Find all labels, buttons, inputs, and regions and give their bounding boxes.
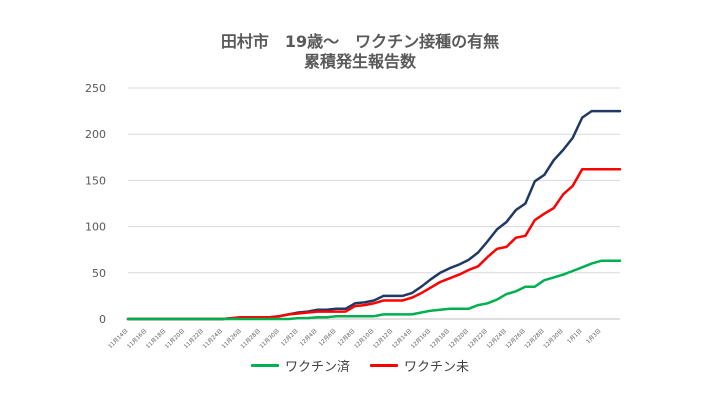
legend-item-unvaccinated: ワクチン未 bbox=[370, 356, 469, 375]
y-tick-label: 0 bbox=[99, 313, 106, 326]
y-tick-label: 200 bbox=[85, 128, 106, 141]
x-tick-label: 1月1日 bbox=[566, 327, 584, 345]
legend-item-vaccinated: ワクチン済 bbox=[250, 356, 350, 375]
chart-subtitle: 累積発生報告数 bbox=[303, 52, 416, 71]
x-tick-label: 12月30日 bbox=[542, 327, 565, 350]
x-tick-label: 1月3日 bbox=[585, 327, 603, 345]
y-tick-label: 250 bbox=[85, 82, 106, 95]
series-line bbox=[126, 168, 622, 321]
gridlines bbox=[128, 87, 620, 320]
chart-legend: ワクチン済 ワクチン未 bbox=[0, 356, 720, 375]
legend-swatch-vaccinated bbox=[250, 364, 279, 367]
chart-title: 田村市 19歳～ ワクチン接種の有無 bbox=[220, 32, 500, 51]
x-tick-label: 12月6日 bbox=[317, 327, 337, 347]
x-axis: 11月14日11月16日11月18日11月20日11月22日11月24日11月2… bbox=[107, 327, 603, 350]
series-lines bbox=[126, 109, 622, 321]
x-tick-label: 12月2日 bbox=[280, 327, 300, 347]
series-line bbox=[126, 109, 622, 321]
x-tick-label: 12月4日 bbox=[298, 327, 318, 347]
y-tick-label: 150 bbox=[85, 174, 106, 187]
series-line bbox=[126, 259, 622, 321]
legend-label-unvaccinated: ワクチン未 bbox=[404, 360, 470, 375]
x-tick-label: 11月30日 bbox=[258, 327, 281, 350]
legend-swatch-unvaccinated bbox=[370, 364, 398, 367]
y-tick-label: 100 bbox=[85, 221, 106, 234]
legend-label-vaccinated: ワクチン済 bbox=[284, 360, 350, 375]
y-tick-label: 50 bbox=[92, 267, 106, 280]
y-axis: 0 50 100 150 200 250 bbox=[85, 82, 106, 326]
